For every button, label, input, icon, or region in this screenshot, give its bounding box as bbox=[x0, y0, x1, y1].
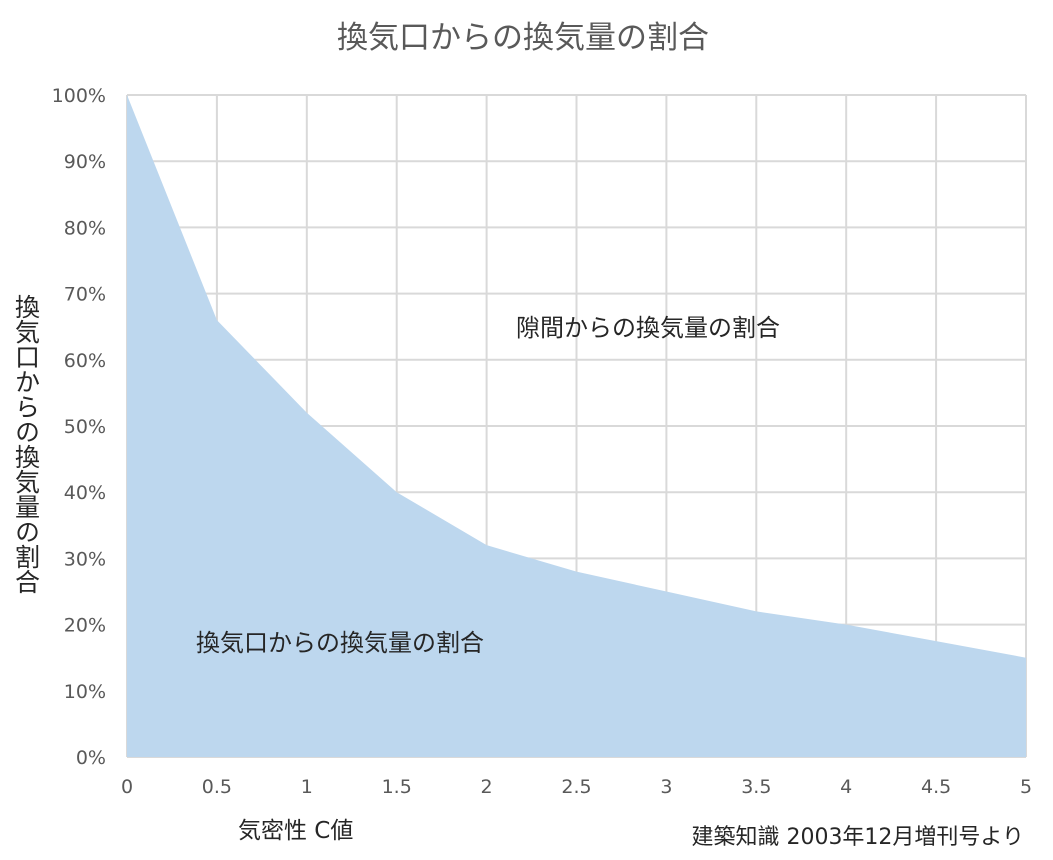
y-axis-tick-label: 70% bbox=[64, 284, 106, 306]
y-axis-tick-label: 60% bbox=[64, 350, 106, 372]
x-axis-tick-label: 4.5 bbox=[921, 776, 951, 798]
y-axis-tick-label: 80% bbox=[64, 217, 106, 239]
area-layer bbox=[126, 94, 1027, 757]
y-axis-tick-label: 100% bbox=[52, 85, 106, 107]
y-axis-tick-label: 40% bbox=[64, 482, 106, 504]
chart-title: 換気口からの換気量の割合 bbox=[337, 20, 709, 56]
x-axis-tick-label: 3.5 bbox=[741, 776, 771, 798]
x-axis-tick-label: 5 bbox=[1020, 776, 1032, 798]
vent-ratio-area bbox=[127, 95, 1026, 757]
y-axis-tick-label: 0% bbox=[76, 747, 106, 769]
y-axis-tick-label: 50% bbox=[64, 416, 106, 438]
x-axis-tick-label: 4 bbox=[840, 776, 852, 798]
x-axis-tick-label: 3 bbox=[660, 776, 672, 798]
x-axis-tick-label: 2.5 bbox=[561, 776, 591, 798]
x-axis-tick-label: 1 bbox=[301, 776, 313, 798]
vent-ventilation-annotation: 換気口からの換気量の割合 bbox=[196, 629, 484, 657]
y-axis-title: 換気口からの換気量の割合 bbox=[12, 294, 41, 594]
x-axis-tick-label: 2 bbox=[481, 776, 493, 798]
gap-ventilation-annotation: 隙間からの換気量の割合 bbox=[516, 314, 780, 342]
y-axis-ticks: 0% 10% 20% 30% 40% 50% 60% 70% 80% 90% 100% bbox=[52, 85, 106, 769]
x-axis-tick-label: 0 bbox=[121, 776, 133, 798]
x-axis-ticks: 0 0.5 1 1.5 2 2.5 3 3.5 4 4.5 5 bbox=[121, 776, 1032, 798]
x-axis-tick-label: 1.5 bbox=[382, 776, 412, 798]
y-axis-tick-label: 30% bbox=[64, 548, 106, 570]
y-axis-tick-label: 90% bbox=[64, 151, 106, 173]
x-axis-title: 気密性 C値 bbox=[238, 818, 353, 844]
x-axis-tick-label: 0.5 bbox=[202, 776, 232, 798]
source-note: 建築知識 2003年12月増刊号より bbox=[691, 825, 1024, 850]
y-axis-tick-label: 20% bbox=[64, 615, 106, 637]
y-axis-tick-label: 10% bbox=[64, 681, 106, 703]
